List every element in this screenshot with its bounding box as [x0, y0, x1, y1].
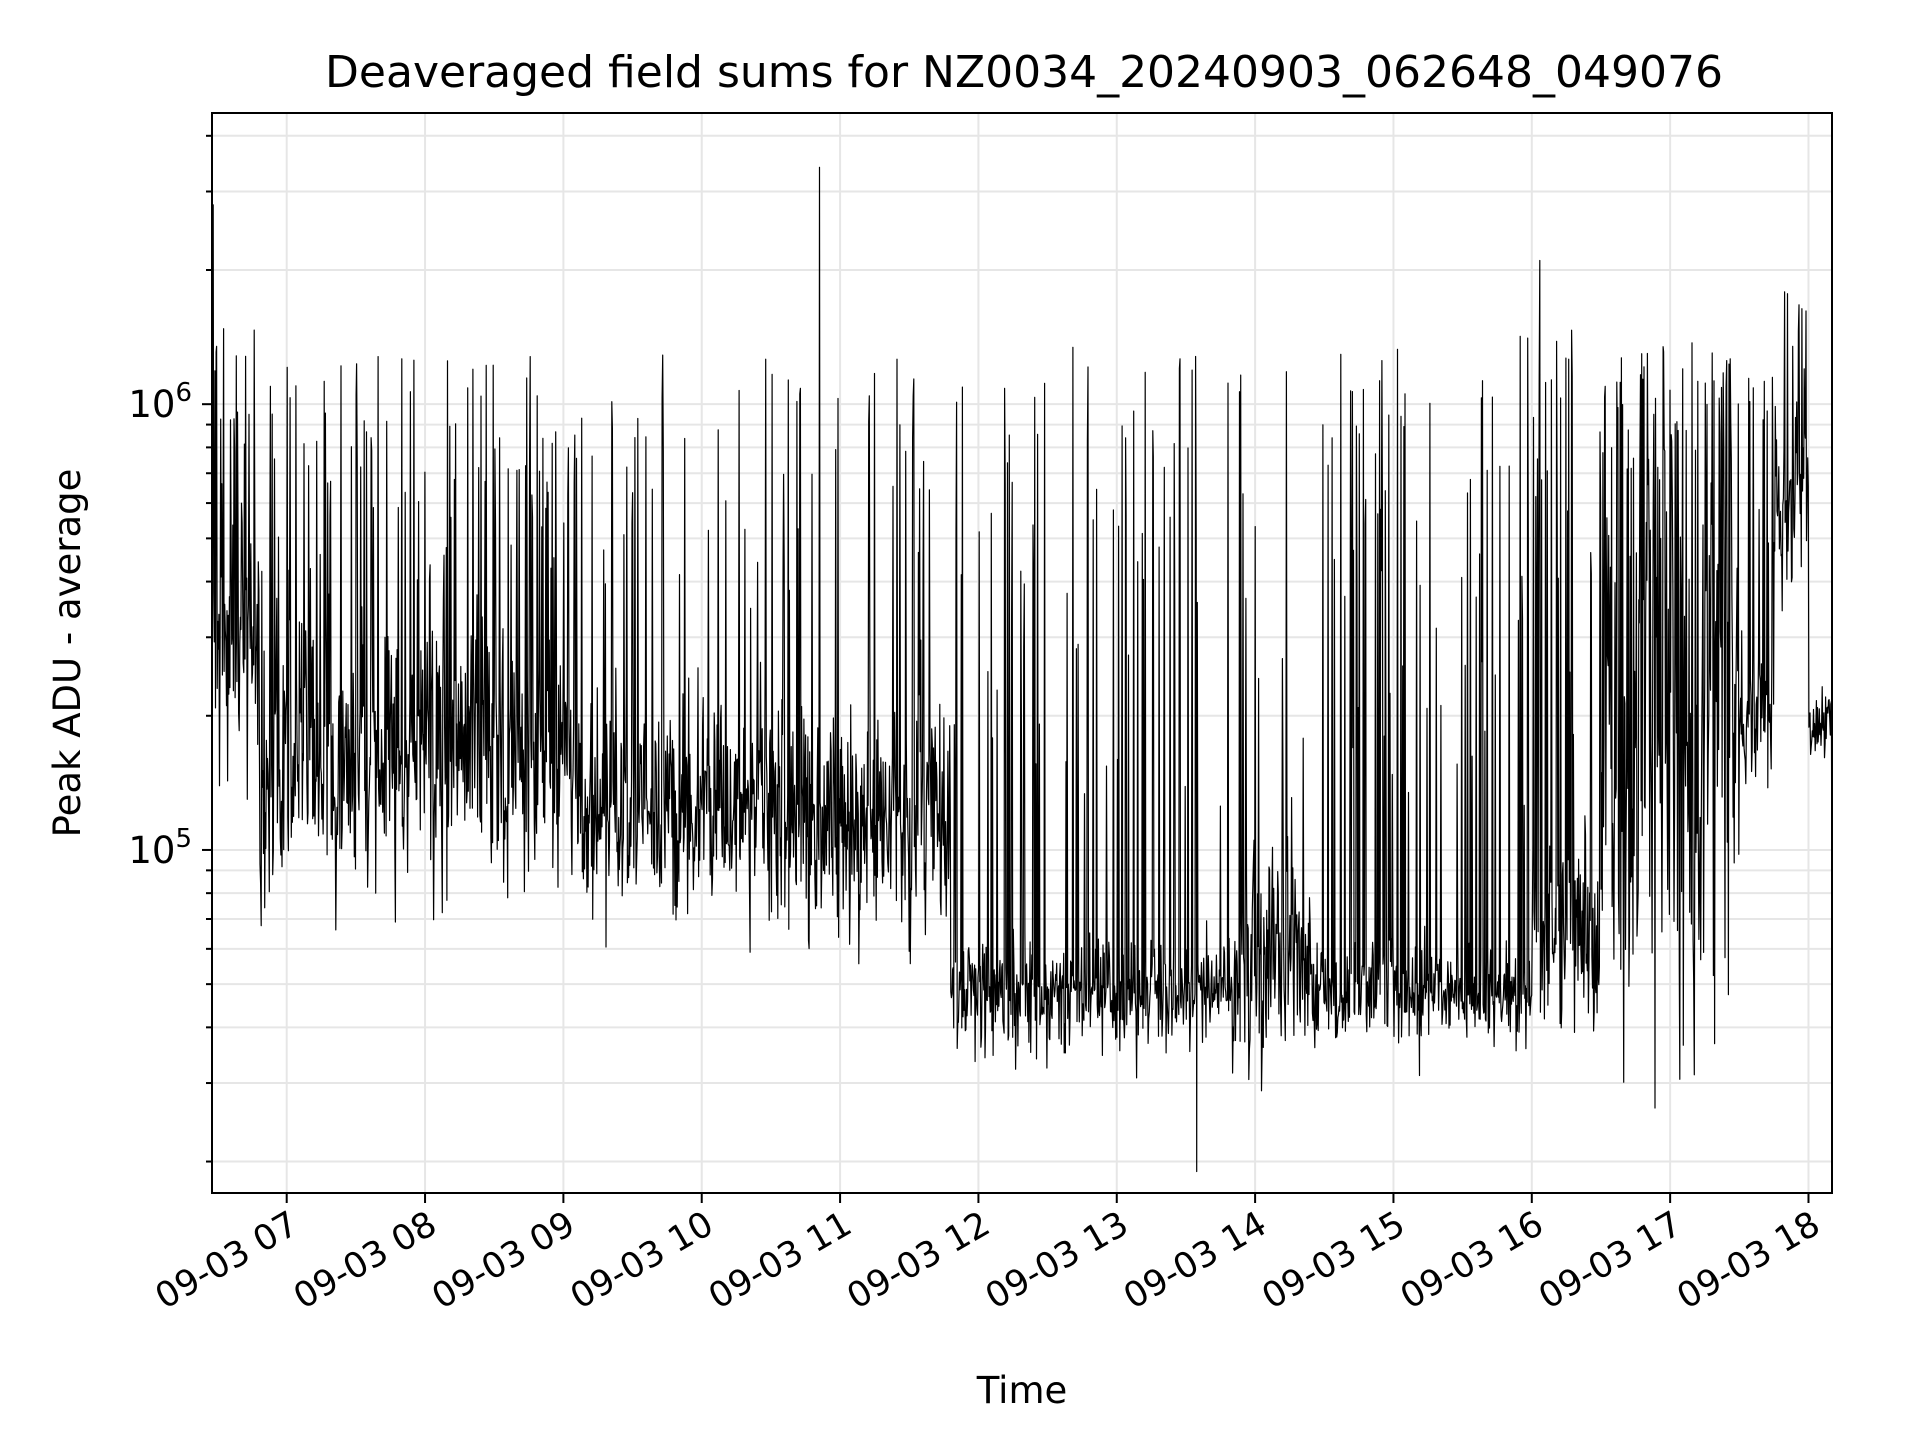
y-tick-label: 105	[128, 824, 192, 872]
data-series-line	[211, 166, 1833, 1173]
grid	[212, 113, 1832, 1193]
y-axis-label: Peak ADU - average	[46, 469, 89, 838]
x-axis-label: Time	[976, 1369, 1068, 1412]
plot-area	[211, 166, 1833, 1173]
chart-title: Deaveraged field sums for NZ0034_2024090…	[325, 47, 1723, 98]
y-tick-label: 106	[128, 378, 192, 426]
y-axis-ticks: 105 106	[128, 134, 212, 1163]
plot-frame	[211, 112, 1833, 1194]
